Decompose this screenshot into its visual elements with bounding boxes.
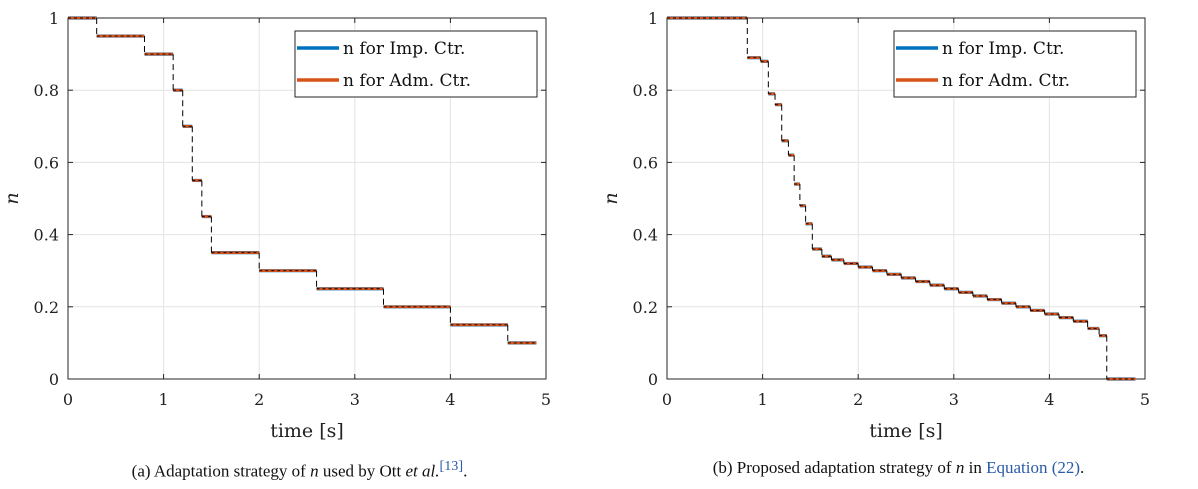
x-tick-label: 5 [541,390,551,409]
caption-a: (a) Adaptation strategy of n used by Ott… [0,458,599,482]
caption-b-var: n [955,458,965,477]
y-tick-label: 0.4 [633,226,658,245]
y-axis-label: n [1,192,23,204]
x-tick-label: 0 [63,390,73,409]
y-axis-label: n [600,192,622,204]
x-tick-label: 2 [853,390,863,409]
legend-box [294,30,538,98]
caption-a-pre: (a) Adaptation strategy of [131,461,311,481]
x-tick-label: 2 [254,390,264,409]
x-axis-label: time [s] [869,420,943,442]
y-tick-label: 0.4 [34,226,59,245]
y-tick-label: 0.6 [633,153,658,172]
x-tick-label: 3 [949,390,959,409]
y-tick-label: 0.2 [633,298,658,317]
caption-b-mid: in [964,458,987,477]
y-tick-label: 0 [49,370,59,389]
y-tick-label: 0.2 [34,298,59,317]
legend: n for Imp. Ctr. n for Adm. Ctr. [294,30,538,98]
y-tick-label: 0.8 [633,81,658,100]
y-tick-label: 0.6 [34,153,59,172]
y-tick-label: 0.8 [34,81,59,100]
figure-panel-a: 0 1 2 3 4 5 0 0.2 0.4 0.6 0.8 1 time [s] n n for Imp. … [0,9,599,482]
x-tick-label: 5 [1140,390,1150,409]
caption-b: (b) Proposed adaptation strategy of n in… [599,458,1198,478]
caption-a-ref[interactable]: [13] [439,458,464,474]
legend-entry-2: n for Adm. Ctr. [343,71,471,91]
y-tick-label: 1 [49,9,59,28]
plot-area-frame [666,17,1146,380]
dashed-overlay [68,17,537,344]
x-tick-label: 4 [1044,390,1054,409]
plot-area-frame [67,17,547,380]
caption-b-pre: (b) Proposed adaptation strategy of [712,458,956,477]
caption-a-var: n [310,461,319,481]
caption-b-post: . [1080,458,1085,477]
x-tick-label: 3 [350,390,360,409]
y-tick-label: 0 [648,370,658,389]
figure-panel-b: 0 1 2 3 4 5 0 0.2 0.4 0.6 0.8 1 time [s] n n for Imp. … [599,0,1198,489]
x-tick-label: 1 [159,390,169,409]
x-tick-label: 4 [445,390,455,409]
x-tick-label: 1 [758,390,768,409]
caption-b-equation-link[interactable]: Equation (22) [986,458,1081,477]
chart-a: 0 1 2 3 4 5 0 0.2 0.4 0.6 0.8 1 time [s] n n for Imp. … [1,9,551,442]
x-axis-label: time [s] [270,420,344,442]
caption-a-post: . [463,461,468,481]
y-tick-label: 1 [648,9,658,28]
caption-a-mid: used by Ott [318,461,406,481]
dashed-overlay [667,17,1136,380]
caption-a-etal: et al. [405,461,440,481]
chart-b: 0 1 2 3 4 5 0 0.2 0.4 0.6 0.8 1 time [s] n n for Imp. … [600,9,1150,442]
legend-entry-2: n for Adm. Ctr. [942,71,1070,91]
legend-box [893,30,1137,98]
x-tick-label: 0 [662,390,672,409]
legend-entry-1: n for Imp. Ctr. [942,39,1064,59]
legend-entry-1: n for Imp. Ctr. [343,39,465,59]
legend: n for Imp. Ctr. n for Adm. Ctr. [893,30,1137,98]
